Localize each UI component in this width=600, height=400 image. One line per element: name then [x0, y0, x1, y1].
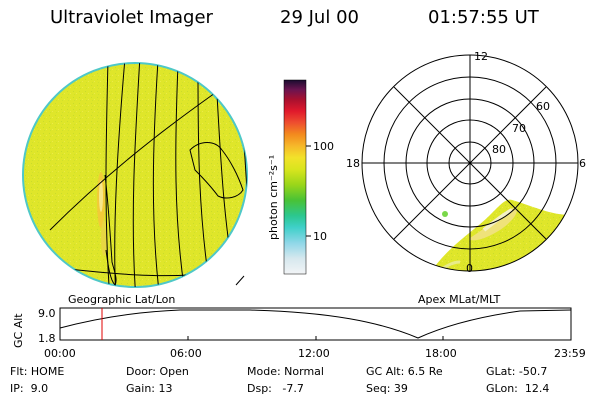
mlat-label-60: 60 [536, 100, 550, 113]
mode-field: Mode: Normal [247, 365, 324, 378]
geographic-caption: Geographic Lat/Lon [68, 293, 175, 306]
mlat-label-70: 70 [512, 122, 526, 135]
alt-ylabel: GC Alt [12, 313, 25, 348]
mlt-label-6: 6 [579, 157, 586, 170]
altitude-plot: 9.0 1.8 GC Alt 00:00 06:00 12:00 18:00 2… [12, 307, 586, 360]
mlt-label-0: 0 [466, 262, 473, 275]
colorbar-label: photon cm⁻²s⁻¹ [267, 155, 280, 240]
dsp-field: Dsp: -7.7 [247, 382, 304, 395]
door-field: Door: Open [126, 365, 189, 378]
alt-xtick-3: 18:00 [425, 347, 457, 360]
gc-alt-field: GC Alt: 6.5 Re [366, 365, 443, 378]
date-label: 29 Jul 00 [280, 7, 359, 28]
alt-xtick-0: 00:00 [44, 347, 76, 360]
alt-xtick-1: 06:00 [170, 347, 202, 360]
colorbar: 100 10 photon cm⁻²s⁻¹ [267, 79, 334, 275]
seq-field: Seq: 39 [366, 382, 408, 395]
mlt-label-18: 18 [346, 157, 360, 170]
alt-ytick-1-8: 1.8 [38, 332, 56, 345]
gain-field: Gain: 13 [126, 382, 173, 395]
glon-field: GLon: 12.4 [486, 382, 550, 395]
mlt-label-12: 12 [474, 50, 488, 63]
time-label: 01:57:55 UT [428, 7, 539, 28]
glat-field: GLat: -50.7 [486, 365, 548, 378]
flt-field: Flt: HOME [10, 365, 65, 378]
alt-xtick-4: 23:59 [554, 347, 586, 360]
ip-field: IP: 9.0 [10, 382, 49, 395]
polar-plot: 12 18 6 0 60 70 80 [346, 50, 586, 275]
mlat-label-80: 80 [492, 143, 506, 156]
alt-xtick-2: 12:00 [298, 347, 330, 360]
alt-ytick-9: 9.0 [38, 307, 56, 320]
colorbar-tick-10: 10 [313, 230, 327, 243]
instrument-title: Ultraviolet Imager [50, 7, 213, 28]
polar-caption: Apex MLat/MLT [418, 293, 501, 306]
colorbar-tick-100: 100 [313, 140, 334, 153]
geographic-image [22, 62, 248, 288]
